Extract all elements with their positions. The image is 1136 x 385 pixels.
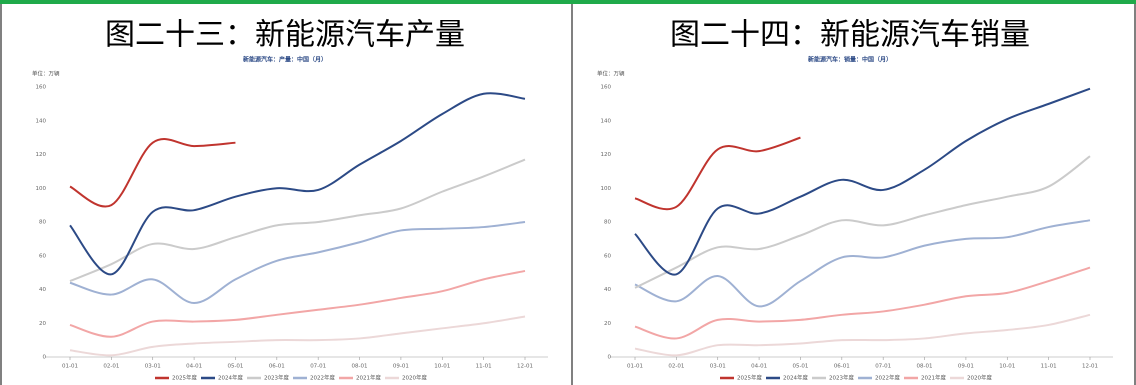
y-tick-label: 20: [39, 321, 46, 327]
x-tick-label: 08-01: [352, 364, 368, 370]
x-tick-label: 04-01: [751, 364, 767, 370]
x-tick-label: 07-01: [310, 364, 326, 370]
unit-label: 单位：万辆: [32, 70, 60, 78]
y-tick-label: 60: [39, 253, 46, 259]
legend-label: 2020年度: [402, 374, 427, 382]
x-tick-label: 02-01: [103, 364, 119, 370]
x-tick-label: 05-01: [792, 364, 808, 370]
y-tick-label: 60: [604, 253, 611, 259]
y-tick-label: 80: [604, 220, 611, 226]
chart-title: 图二十三：新能源汽车产量: [105, 18, 465, 53]
y-tick-label: 0: [43, 355, 47, 361]
y-tick-label: 160: [36, 85, 47, 91]
x-tick-label: 06-01: [269, 364, 285, 370]
unit-label: 单位：万辆: [597, 70, 625, 78]
legend-label: 2025年度: [737, 374, 762, 382]
x-tick-label: 12-01: [517, 364, 533, 370]
y-tick-label: 120: [601, 152, 612, 158]
chart-subtitle: 新能源汽车：销量：中国（月）: [808, 56, 892, 64]
y-tick-label: 140: [36, 118, 47, 124]
series-line: [69, 315, 526, 357]
x-tick-label: 01-01: [62, 364, 78, 370]
series-line: [69, 221, 526, 305]
y-tick-label: 0: [608, 355, 612, 361]
x-tick-label: 11-01: [1041, 364, 1057, 370]
legend-label: 2022年度: [875, 374, 900, 382]
legend-label: 2022年度: [310, 374, 335, 382]
y-tick-label: 100: [601, 186, 612, 192]
x-tick-label: 03-01: [145, 364, 161, 370]
series-line: [634, 266, 1091, 340]
x-tick-label: 06-01: [834, 364, 850, 370]
x-tick-label: 09-01: [958, 364, 974, 370]
series-line: [634, 87, 1091, 276]
legend-label: 2021年度: [921, 374, 946, 382]
x-tick-label: 01-01: [627, 364, 643, 370]
x-tick-label: 02-01: [668, 364, 684, 370]
series-line: [69, 269, 526, 338]
series-line: [634, 155, 1091, 289]
chart-title: 图二十四：新能源汽车销量: [670, 18, 1030, 53]
x-tick-label: 05-01: [227, 364, 243, 370]
legend-label: 2024年度: [218, 374, 243, 382]
top-rule: [0, 0, 1136, 4]
series-line: [69, 158, 526, 282]
x-tick-label: 04-01: [186, 364, 202, 370]
series-line: [69, 92, 526, 276]
x-tick-label: 10-01: [434, 364, 450, 370]
x-tick-label: 09-01: [393, 364, 409, 370]
series-line: [69, 138, 236, 208]
legend-label: 2023年度: [264, 374, 289, 382]
y-tick-label: 40: [604, 287, 611, 293]
chart-subtitle: 新能源汽车：产量：中国（月）: [243, 56, 327, 64]
series-line: [634, 219, 1091, 308]
legend-label: 2021年度: [356, 374, 381, 382]
y-tick-label: 20: [604, 321, 611, 327]
y-tick-label: 120: [36, 152, 47, 158]
y-tick-label: 100: [36, 186, 47, 192]
y-tick-label: 140: [601, 118, 612, 124]
legend-label: 2023年度: [829, 374, 854, 382]
x-tick-label: 03-01: [710, 364, 726, 370]
x-tick-label: 08-01: [917, 364, 933, 370]
x-tick-label: 07-01: [875, 364, 891, 370]
series-line: [634, 313, 1091, 357]
y-tick-label: 80: [39, 220, 46, 226]
legend-label: 2024年度: [783, 374, 808, 382]
x-tick-label: 10-01: [999, 364, 1015, 370]
x-tick-label: 11-01: [476, 364, 492, 370]
x-tick-label: 12-01: [1082, 364, 1098, 370]
series-line: [634, 136, 801, 211]
y-tick-label: 40: [39, 287, 46, 293]
legend-label: 2020年度: [967, 374, 992, 382]
legend-label: 2025年度: [172, 374, 197, 382]
y-tick-label: 160: [601, 85, 612, 91]
